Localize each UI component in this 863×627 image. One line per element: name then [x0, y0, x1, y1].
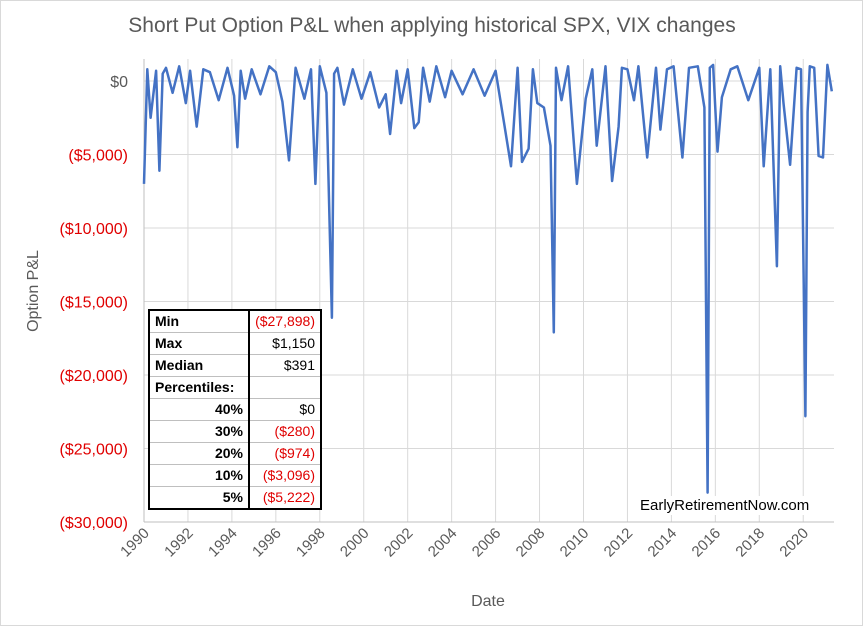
y-tick-label: ($20,000): [60, 368, 129, 385]
x-tick-label: 2008: [513, 525, 549, 561]
stats-label: Median: [148, 354, 250, 377]
stats-row: 30% ($280): [148, 420, 322, 443]
stats-row: 10% ($3,096): [148, 464, 322, 487]
stats-label: 40%: [148, 398, 250, 421]
stats-value: ($280): [248, 420, 322, 443]
stats-label: 30%: [148, 420, 250, 443]
stats-value: ($27,898): [248, 309, 322, 333]
stats-value: $1,150: [248, 332, 322, 355]
x-tick-label: 1996: [249, 525, 285, 561]
x-tick-label: 2002: [381, 525, 417, 561]
stats-label: Min: [148, 309, 250, 333]
x-tick-label: 2020: [776, 525, 812, 561]
stats-label: 20%: [148, 442, 250, 465]
stats-row: 20% ($974): [148, 442, 322, 465]
x-tick-label: 2012: [601, 525, 637, 561]
stats-row: 40% $0: [148, 398, 322, 421]
stats-row: Max $1,150: [148, 332, 322, 355]
stats-label: Max: [148, 332, 250, 355]
x-tick-label: 2010: [557, 525, 593, 561]
y-tick-label: $0: [110, 74, 128, 91]
watermark: EarlyRetirementNow.com: [638, 496, 812, 515]
x-tick-label: 2000: [337, 525, 373, 561]
y-tick-label: ($5,000): [68, 148, 128, 165]
y-tick-label: ($10,000): [60, 221, 129, 238]
stats-label: 10%: [148, 464, 250, 487]
x-tick-label: 1994: [205, 525, 241, 561]
stats-value: $0: [248, 398, 322, 421]
x-tick-label: 2004: [425, 525, 461, 561]
stats-table: Min ($27,898) Max $1,150 Median $391 Percentil…: [148, 309, 322, 510]
stats-value: [248, 376, 322, 399]
series-line-0: [142, 63, 834, 494]
stats-row: 5% ($5,222): [148, 486, 322, 510]
stats-label: 5%: [148, 486, 250, 510]
stats-row: Min ($27,898): [148, 309, 322, 333]
stats-row: Median $391: [148, 354, 322, 377]
x-tick-label: 1992: [161, 525, 197, 561]
stats-value: ($974): [248, 442, 322, 465]
x-tick-label: 2016: [689, 525, 725, 561]
x-tick-label: 2014: [645, 525, 681, 561]
y-tick-label: ($15,000): [60, 295, 129, 312]
stats-value: ($5,222): [248, 486, 322, 510]
x-tick-label: 2006: [469, 525, 505, 561]
y-axis-label: Option P&L: [25, 250, 42, 332]
stats-value: ($3,096): [248, 464, 322, 487]
stats-label: Percentiles:: [148, 376, 250, 399]
stats-value: $391: [248, 354, 322, 377]
x-axis-label: Date: [471, 593, 505, 610]
y-tick-label: ($25,000): [60, 442, 129, 459]
chart-title: Short Put Option P&L when applying histo…: [128, 14, 735, 37]
x-tick-label: 1998: [293, 525, 329, 561]
x-tick-label: 2018: [732, 525, 768, 561]
series-layer: [142, 63, 834, 494]
y-tick-label: ($30,000): [60, 515, 129, 532]
stats-row: Percentiles:: [148, 376, 322, 399]
